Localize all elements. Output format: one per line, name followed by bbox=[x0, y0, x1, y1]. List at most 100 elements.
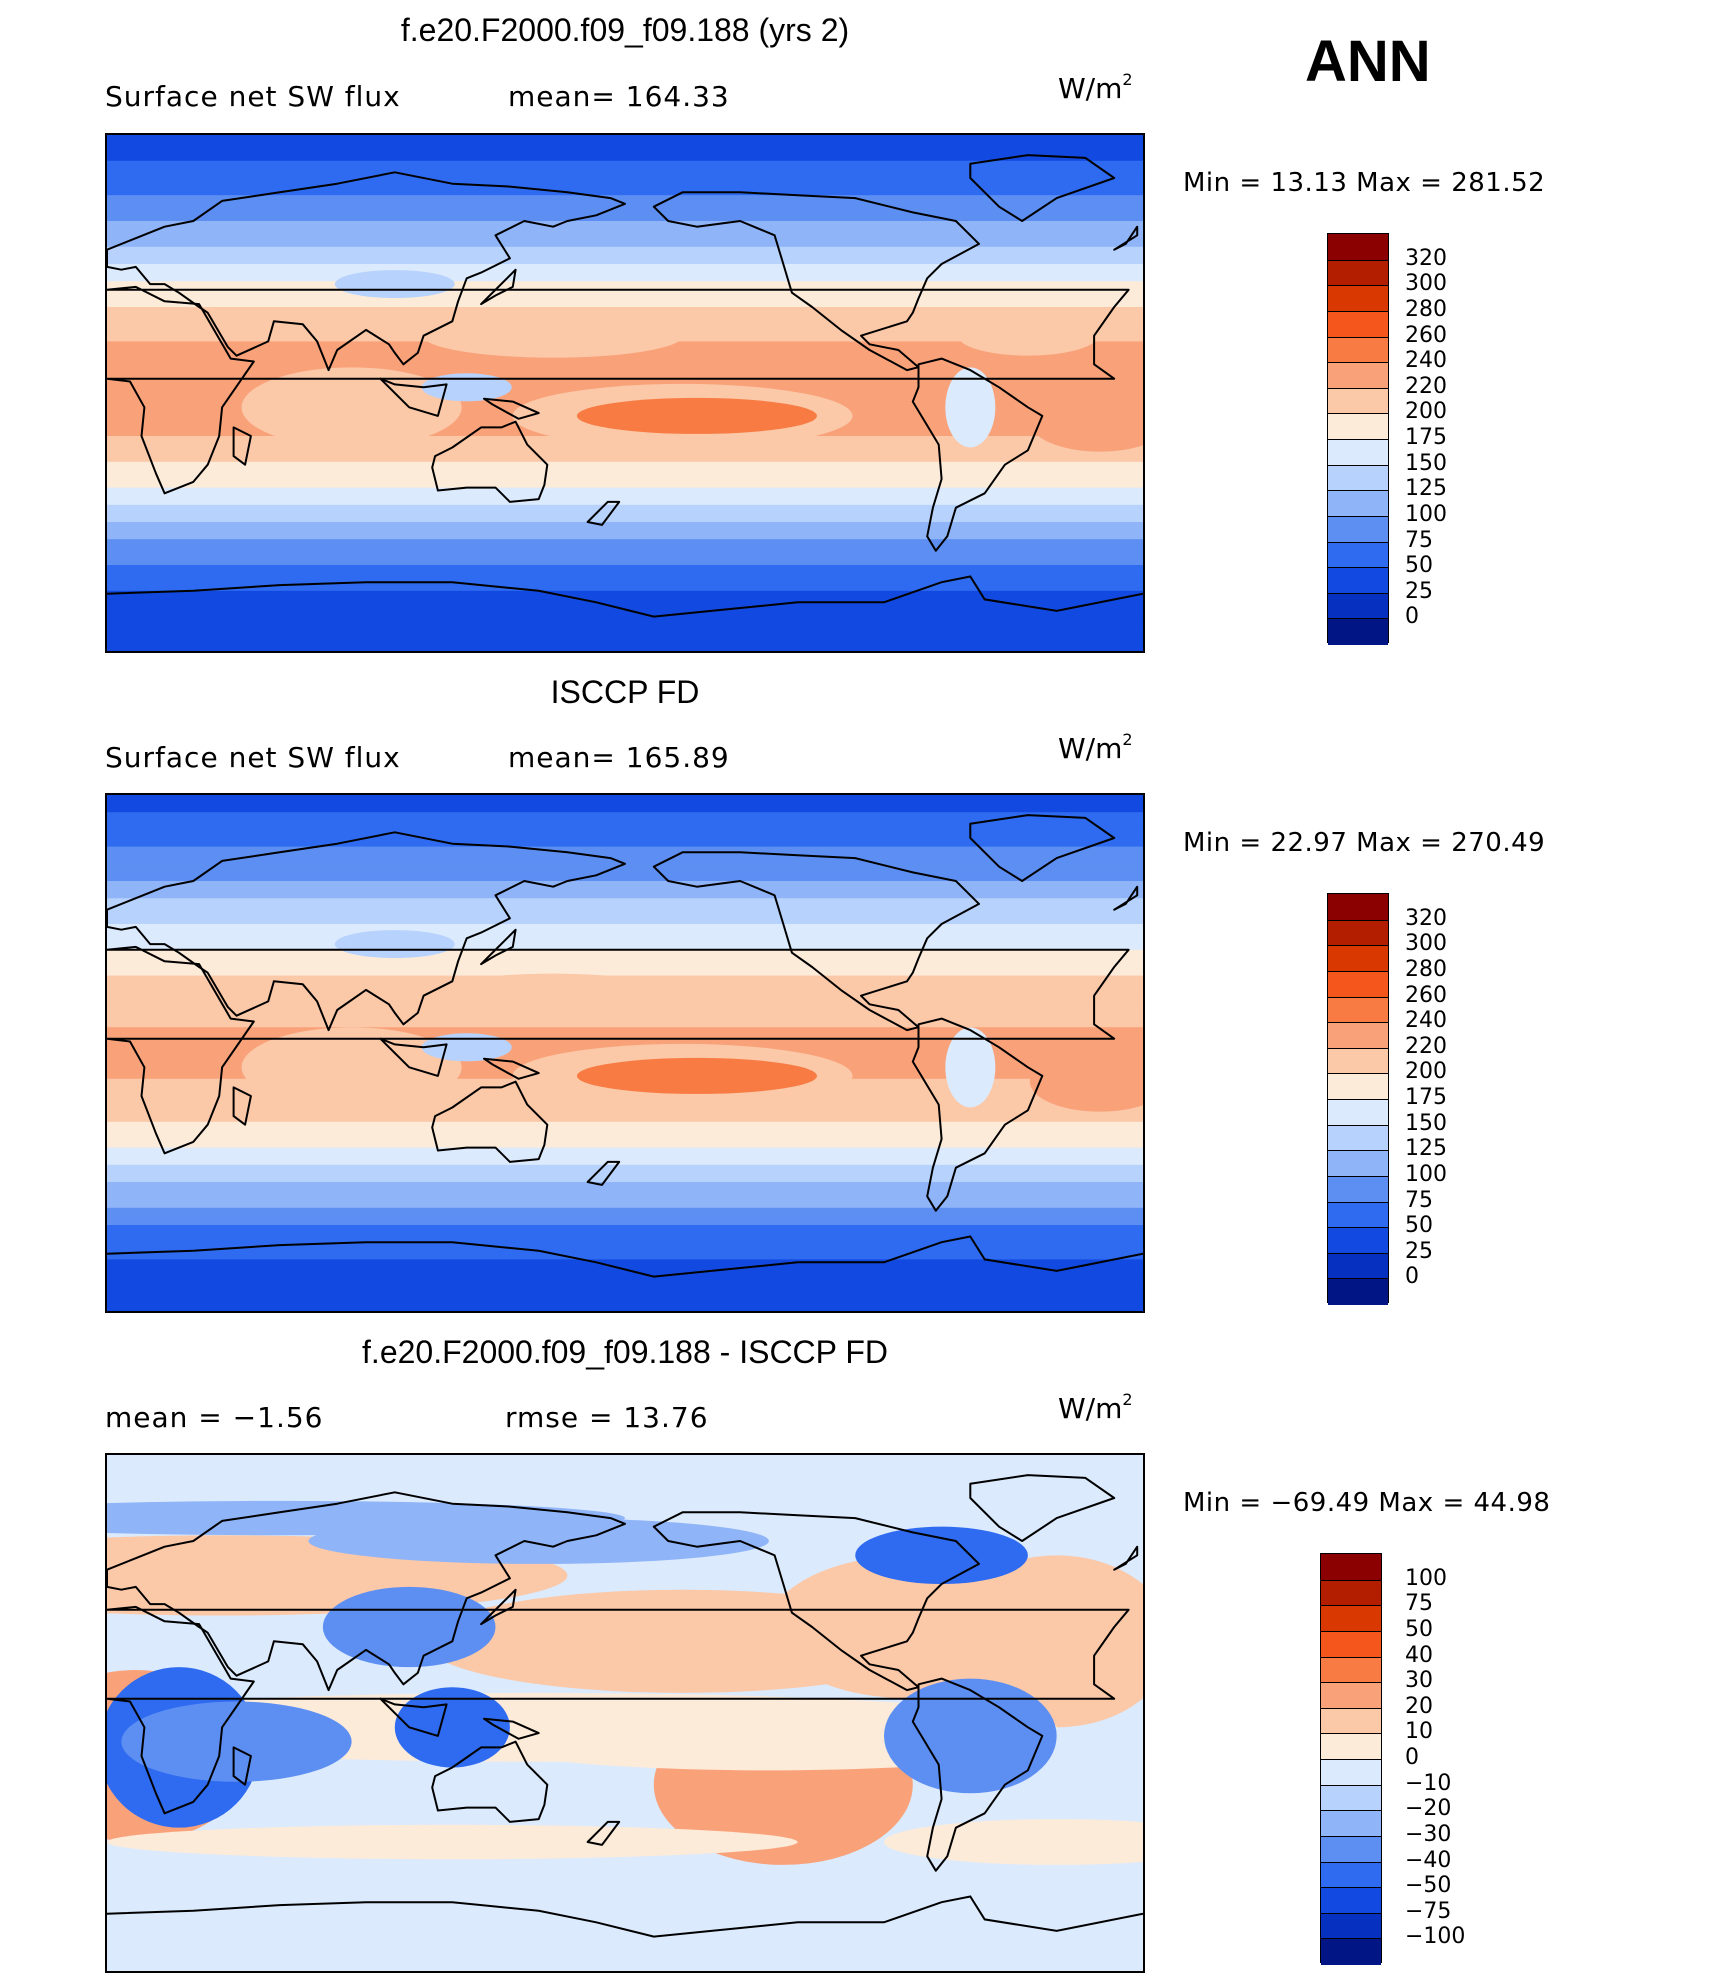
panel2-variable: Surface net SW flux bbox=[105, 741, 401, 774]
colorbar-cell bbox=[1328, 1278, 1388, 1305]
panel1-units: W/m2 bbox=[1058, 70, 1133, 105]
colorbar-tick-label: 280 bbox=[1405, 956, 1447, 982]
colorbar-cell bbox=[1328, 894, 1388, 921]
panel2-map-svg bbox=[107, 795, 1143, 1311]
field-patch bbox=[423, 313, 684, 358]
colorbar-tick-label: 50 bbox=[1405, 553, 1433, 579]
coastline bbox=[107, 285, 1130, 495]
colorbar-tick-label: 0 bbox=[1405, 1264, 1419, 1290]
colorbar-tick-label: 100 bbox=[1405, 1161, 1447, 1187]
field-band bbox=[107, 272, 1143, 282]
colorbar-tick-label: 200 bbox=[1405, 399, 1447, 425]
colorbar-tick-label: 150 bbox=[1405, 1110, 1447, 1136]
colorbar-tick-label: −40 bbox=[1405, 1847, 1452, 1873]
field-band bbox=[107, 642, 1143, 651]
field-band bbox=[107, 1121, 1143, 1131]
colorbar-tick-label: 320 bbox=[1405, 905, 1447, 931]
field-patch bbox=[945, 367, 996, 448]
field-band bbox=[107, 1268, 1143, 1278]
colorbar-cell bbox=[1328, 1227, 1388, 1254]
field-band bbox=[107, 1216, 1143, 1226]
field-band bbox=[107, 160, 1143, 170]
coastline bbox=[483, 1717, 540, 1740]
panel3-mean: mean = −1.56 bbox=[105, 1401, 324, 1434]
field-band bbox=[107, 375, 1143, 385]
coastline bbox=[379, 377, 448, 417]
colorbar-tick-label: 260 bbox=[1405, 322, 1447, 348]
field-patch bbox=[322, 1586, 496, 1668]
field-patch bbox=[334, 270, 455, 299]
field-band bbox=[107, 889, 1143, 899]
field-band bbox=[107, 1207, 1143, 1217]
colorbar-tick-label: 50 bbox=[1405, 1616, 1433, 1642]
coastline bbox=[969, 154, 1116, 222]
field-band bbox=[107, 795, 1143, 805]
field-band bbox=[107, 143, 1143, 153]
colorbar-tick-label: 220 bbox=[1405, 1033, 1447, 1059]
coastline bbox=[652, 851, 980, 1032]
field-band bbox=[107, 949, 1143, 959]
field-band bbox=[107, 530, 1143, 540]
coastline bbox=[483, 397, 540, 420]
field-band bbox=[107, 1276, 1143, 1286]
field-band bbox=[107, 932, 1143, 942]
colorbar-tick-label: 320 bbox=[1405, 245, 1447, 271]
colorbar-cell bbox=[1328, 336, 1388, 364]
colorbar-tick-label: 300 bbox=[1405, 931, 1447, 957]
field-band bbox=[107, 812, 1143, 822]
coastline bbox=[1113, 885, 1139, 911]
field-band bbox=[107, 1035, 1143, 1045]
coastline bbox=[107, 1235, 1143, 1278]
field-band bbox=[107, 186, 1143, 196]
coastline bbox=[969, 814, 1116, 882]
field-band bbox=[107, 1233, 1143, 1243]
field-band bbox=[107, 872, 1143, 882]
field-band bbox=[107, 513, 1143, 523]
field-band bbox=[107, 229, 1143, 239]
colorbar-tick-label: −100 bbox=[1405, 1924, 1466, 1950]
field-patch bbox=[107, 1824, 798, 1860]
colorbar-cell bbox=[1321, 1887, 1381, 1914]
field-patch bbox=[945, 1027, 996, 1108]
field-band bbox=[107, 565, 1143, 575]
field-band bbox=[107, 829, 1143, 839]
field-band bbox=[107, 1199, 1143, 1209]
panel2-minmax: Min = 22.97 Max = 270.49 bbox=[1183, 828, 1546, 858]
colorbar-cell bbox=[1328, 285, 1388, 312]
field-band bbox=[107, 350, 1143, 360]
colorbar-cell bbox=[1328, 259, 1388, 287]
colorbar-tick-label: 280 bbox=[1405, 296, 1447, 322]
coastline bbox=[480, 268, 517, 306]
field-band bbox=[107, 608, 1143, 618]
coastline bbox=[232, 426, 252, 466]
field-patch bbox=[884, 1678, 1057, 1794]
panel3-units: W/m2 bbox=[1058, 1390, 1133, 1425]
field-band bbox=[107, 178, 1143, 188]
colorbar-tick-label: −20 bbox=[1405, 1796, 1452, 1822]
field-band bbox=[107, 863, 1143, 873]
field-band bbox=[107, 298, 1143, 308]
field-band bbox=[107, 906, 1143, 916]
field-band bbox=[107, 838, 1143, 848]
colorbar-cell bbox=[1328, 1175, 1388, 1203]
colorbar-cell bbox=[1321, 1759, 1381, 1786]
colorbar-cell bbox=[1328, 945, 1388, 972]
field-band bbox=[107, 846, 1143, 856]
field-band bbox=[107, 1250, 1143, 1260]
coastline bbox=[911, 357, 1044, 552]
colorbar-tick-label: 40 bbox=[1405, 1642, 1433, 1668]
field-band bbox=[107, 152, 1143, 162]
colorbar-cell bbox=[1328, 413, 1388, 440]
panel1-map-svg bbox=[107, 135, 1143, 651]
colorbar-tick-label: 20 bbox=[1405, 1693, 1433, 1719]
coastline bbox=[107, 945, 1130, 1155]
panel2-units: W/m2 bbox=[1058, 730, 1133, 765]
field-band bbox=[107, 1147, 1143, 1157]
field-band bbox=[107, 289, 1143, 299]
field-band bbox=[107, 203, 1143, 213]
coastline bbox=[586, 1820, 621, 1846]
coastline bbox=[480, 928, 517, 966]
panel3-colorbar bbox=[1320, 1553, 1382, 1965]
field-band bbox=[107, 958, 1143, 968]
field-band bbox=[107, 1225, 1143, 1235]
